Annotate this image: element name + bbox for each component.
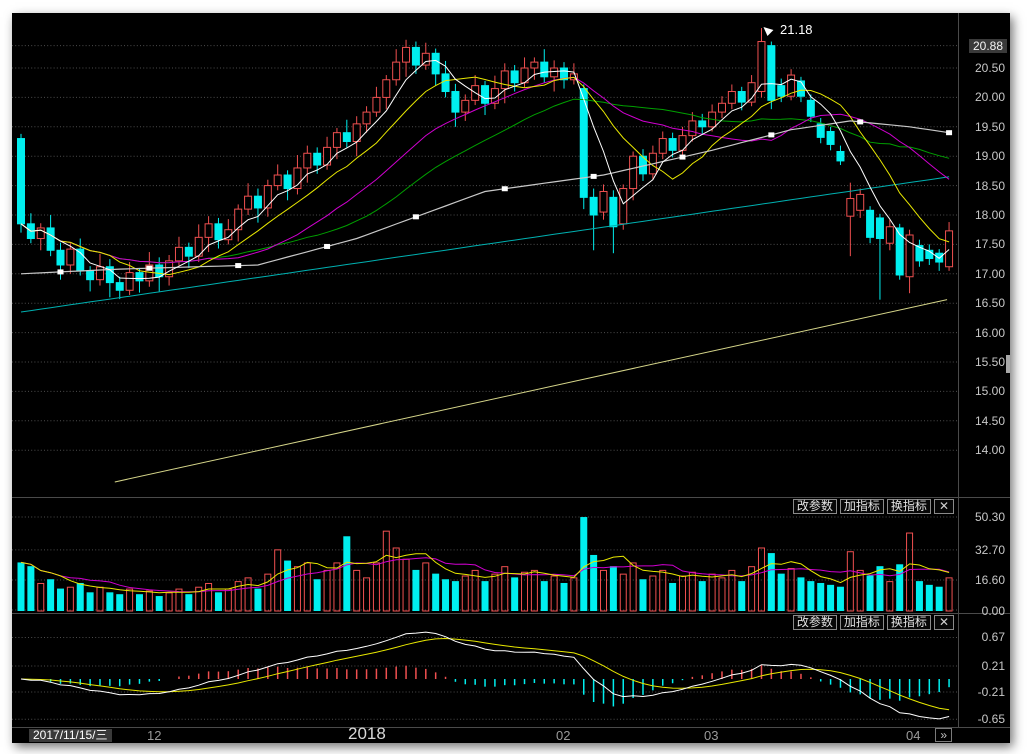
macd-indicator-toolbar: 改参数 加指标 换指标 ✕ (792, 615, 954, 630)
date-label-mar: 03 (704, 728, 719, 743)
y-tick-label: 19.00 (974, 149, 1005, 164)
panel-separator (12, 613, 1010, 614)
close-panel-icon[interactable]: ✕ (933, 615, 954, 630)
y-tick-label: 16.60 (974, 572, 1005, 587)
price-axis-column: 20.88 20.50 20.00 19.50 19.00 18.50 18.00 17.50… (958, 13, 1010, 743)
switch-indicator-button[interactable]: 换指标 (886, 499, 931, 514)
change-params-button[interactable]: 改参数 (792, 499, 837, 514)
volume-indicator-toolbar: 改参数 加指标 换指标 ✕ (792, 499, 954, 514)
y-tick-label: 18.50 (974, 178, 1005, 193)
y-tick-label: 32.70 (974, 542, 1005, 557)
date-label-2018: 2018 (348, 724, 386, 743)
scrollbar-thumb[interactable] (1006, 355, 1010, 373)
volume-panel[interactable] (12, 498, 1010, 613)
y-tick-label: 20.00 (974, 90, 1005, 105)
panel-separator (12, 497, 1010, 498)
change-params-button[interactable]: 改参数 (792, 615, 837, 630)
y-tick-label: -0.65 (977, 712, 1005, 727)
y-tick-label: 16.00 (974, 325, 1005, 340)
date-label-feb: 02 (556, 728, 571, 743)
y-tick-label: 19.50 (974, 119, 1005, 134)
date-label-start: 2017/11/15/三 (29, 729, 112, 742)
stock-chart-window: 21.18 20.88 20.50 20.00 19.50 19.00 18.50 18.0… (12, 13, 1010, 743)
y-tick-label: 0.21 (981, 658, 1005, 673)
volume-chart-canvas[interactable] (12, 498, 958, 613)
y-tick-label: 0.67 (981, 630, 1005, 645)
panel-separator (12, 727, 1010, 728)
y-tick-label: 15.00 (974, 384, 1005, 399)
y-tick-label: 16.50 (974, 296, 1005, 311)
date-label-dec: 12 (147, 728, 162, 743)
y-tick-label: 17.50 (974, 237, 1005, 252)
y-tick-label: 14.00 (974, 443, 1005, 458)
macd-chart-canvas[interactable] (12, 614, 958, 727)
add-indicator-button[interactable]: 加指标 (839, 615, 884, 630)
y-tick-label: 20.50 (974, 61, 1005, 75)
y-tick-label: 17.00 (974, 266, 1005, 281)
y-tick-label: 0.00 (981, 604, 1005, 618)
y-tick-label: 14.50 (974, 413, 1005, 428)
y-tick-label: 18.00 (974, 208, 1005, 222)
add-indicator-button[interactable]: 加指标 (839, 499, 884, 514)
y-tick-label: 15.50 (974, 355, 1005, 369)
peak-price-annotation: 21.18 (780, 22, 813, 37)
y-tick-label: -0.21 (977, 685, 1005, 700)
date-axis-row: 2017/11/15/三 12 2018 02 03 04 » (12, 724, 1010, 743)
switch-indicator-button[interactable]: 换指标 (886, 615, 931, 630)
main-chart-canvas[interactable] (12, 13, 958, 497)
y-tick-label: 20.88 (968, 38, 1007, 53)
axis-separator-line (958, 13, 959, 743)
macd-panel[interactable] (12, 614, 1010, 727)
close-panel-icon[interactable]: ✕ (933, 499, 954, 514)
y-tick-label: 50.30 (974, 510, 1005, 525)
main-candlestick-panel[interactable]: 21.18 (12, 13, 1010, 497)
expand-more-button[interactable]: » (935, 728, 952, 742)
date-label-apr: 04 (906, 728, 921, 743)
